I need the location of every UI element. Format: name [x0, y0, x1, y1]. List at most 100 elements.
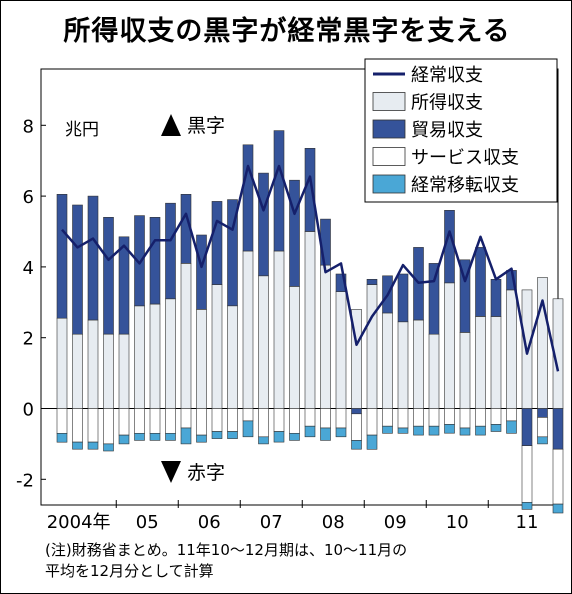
- surplus-indicator: 黒字: [161, 111, 225, 138]
- y-tick-label: -2: [16, 470, 34, 491]
- legend-swatch: [372, 147, 406, 166]
- bar-transfers: [180, 427, 192, 445]
- bar-services: [56, 408, 68, 434]
- bar-income: [444, 282, 455, 409]
- deficit-indicator: 赤字: [161, 458, 225, 485]
- bar-trade: [227, 199, 238, 307]
- bar-services: [382, 408, 393, 427]
- bar-services: [211, 408, 223, 432]
- bar-transfers: [242, 420, 254, 438]
- bar-services: [180, 408, 192, 429]
- bar-trade: [289, 179, 300, 287]
- bar-services: [335, 408, 347, 429]
- deficit-label: 赤字: [187, 462, 226, 484]
- bar-income: [211, 284, 223, 409]
- bar-income: [506, 289, 517, 409]
- bar-income: [459, 332, 471, 409]
- bar-transfers: [149, 432, 161, 441]
- bar-transfers: [320, 427, 331, 441]
- bar-trade: [72, 204, 83, 335]
- bar-transfers: [258, 436, 269, 445]
- bar-income: [56, 317, 68, 409]
- bar-transfers: [289, 432, 300, 441]
- bar-income: [397, 321, 409, 409]
- bar-income: [335, 291, 347, 409]
- bar-income: [118, 333, 130, 409]
- x-tick-label: 10: [446, 512, 469, 533]
- bar-services: [227, 408, 238, 432]
- bar-trade: [552, 408, 564, 450]
- footnote-line-2: 平均を12月分として計算: [45, 562, 214, 580]
- bar-income: [196, 309, 207, 409]
- bar-trade: [521, 408, 533, 447]
- bar-services: [273, 408, 285, 432]
- bar-trade: [475, 247, 486, 317]
- x-tick-label: 05: [136, 512, 159, 533]
- bar-income: [242, 250, 254, 409]
- bar-income: [382, 312, 393, 409]
- unit-label: 兆円: [65, 120, 99, 140]
- plot-frame: [40, 68, 559, 506]
- bar-services: [366, 408, 378, 436]
- bar-transfers: [56, 432, 68, 443]
- legend-label: 所得収支: [411, 93, 483, 114]
- bar-transfers: [134, 432, 145, 441]
- bar-trade: [242, 144, 254, 252]
- bar-trade: [537, 408, 548, 418]
- bar-income: [149, 303, 161, 409]
- bar-income: [273, 250, 285, 409]
- x-tick-label: 09: [384, 512, 407, 533]
- surplus-label: 黒字: [187, 115, 226, 137]
- bar-trade: [490, 278, 502, 317]
- bar-income: [165, 298, 176, 409]
- bar-services: [428, 408, 440, 427]
- bar-transfers: [521, 501, 533, 510]
- bar-services: [103, 408, 114, 445]
- x-tick-label: 11: [516, 512, 539, 533]
- y-tick-label: 6: [23, 187, 34, 208]
- bar-income: [180, 263, 192, 409]
- bar-transfers: [211, 431, 223, 439]
- x-tick-label: 07: [260, 512, 283, 533]
- bar-income: [87, 319, 99, 409]
- bar-transfers: [351, 440, 362, 450]
- bar-services: [320, 408, 331, 429]
- bar-transfers: [118, 434, 130, 445]
- bar-trade: [304, 148, 316, 232]
- bar-income: [413, 319, 424, 409]
- y-tick-label: 0: [23, 400, 34, 421]
- bar-trade: [211, 201, 223, 285]
- bar-income: [428, 333, 440, 409]
- bar-services: [304, 408, 316, 427]
- bar-services: [289, 408, 300, 434]
- footnote-line-1: (注)財務省まとめ。11年10～12月期は、10～11月の: [45, 541, 408, 559]
- bar-services: [134, 408, 145, 434]
- bar-services: [242, 408, 254, 422]
- bar-trade: [258, 172, 269, 277]
- bar-trade: [366, 278, 378, 285]
- bar-income: [366, 284, 378, 409]
- bar-transfers: [227, 431, 238, 439]
- bar-trade: [134, 215, 145, 307]
- bar-services: [490, 408, 502, 425]
- bar-trade: [196, 234, 207, 310]
- bar-services: [397, 408, 409, 429]
- bar-transfers: [87, 441, 99, 450]
- bar-income: [72, 333, 83, 409]
- arrow-up-icon: [161, 113, 181, 136]
- x-tick-label: 08: [322, 512, 345, 533]
- bar-trade: [87, 195, 99, 321]
- bar-services: [118, 408, 130, 436]
- legend-label: 貿易収支: [411, 120, 483, 141]
- bar-transfers: [335, 427, 347, 438]
- bar-trade: [351, 408, 362, 415]
- bar-transfers: [273, 431, 285, 443]
- x-tick-label: 2004年: [47, 512, 111, 533]
- bar-services: [72, 408, 83, 443]
- bar-transfers: [552, 503, 564, 514]
- bar-income: [134, 305, 145, 409]
- bar-trade: [335, 273, 347, 293]
- bar-services: [196, 408, 207, 436]
- bar-transfers: [537, 436, 548, 445]
